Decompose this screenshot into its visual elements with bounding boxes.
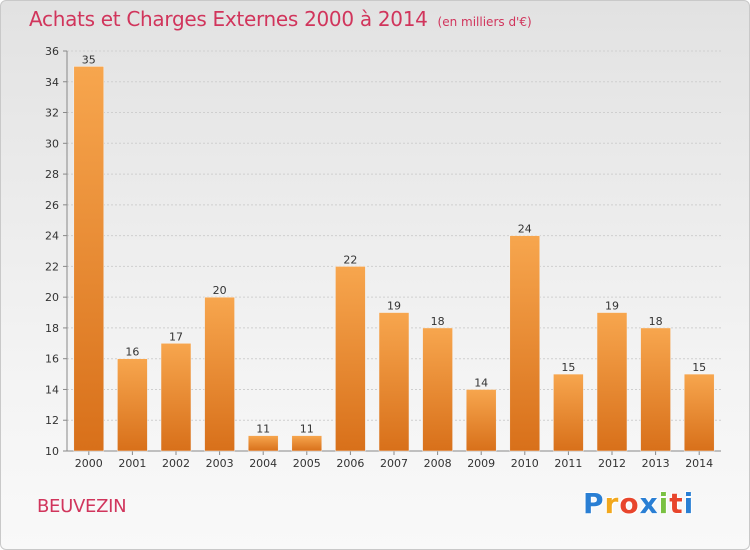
data-label: 22: [343, 253, 357, 266]
data-labels: 35 16 17 20 11 11 22 19 18 14 24 15 19 18 15: [82, 53, 706, 435]
bar: [465, 389, 497, 452]
bar: [117, 358, 148, 452]
bar: [509, 235, 541, 452]
data-label: 15: [692, 361, 706, 374]
x-tick-label: 2012: [598, 457, 626, 470]
y-tick-label: 32: [45, 107, 59, 120]
chart-title: Achats et Charges Externes 2000 à 2014 (e…: [29, 7, 532, 31]
data-label: 18: [649, 315, 663, 328]
title-text: Achats et Charges Externes 2000 à 2014: [29, 7, 428, 31]
data-label: 19: [387, 300, 401, 313]
bar: [73, 66, 105, 452]
data-label: 16: [125, 346, 139, 359]
data-label: 14: [474, 376, 488, 389]
data-label: 18: [431, 315, 445, 328]
y-tick-label: 14: [45, 383, 59, 396]
bar: [640, 327, 671, 452]
y-tick-label: 30: [45, 137, 59, 150]
y-tick-label: 16: [45, 353, 59, 366]
data-label: 15: [561, 361, 575, 374]
logo-letter: i: [683, 487, 695, 520]
data-label: 19: [605, 300, 619, 313]
data-label: 24: [518, 223, 532, 236]
bar: [204, 296, 235, 452]
y-tick-label: 10: [45, 445, 59, 458]
y-tick-label: 12: [45, 414, 59, 427]
data-label: 11: [300, 423, 314, 436]
x-tick-label: 2009: [467, 457, 495, 470]
place-name: BEUVEZIN: [37, 496, 127, 517]
x-tick-label: 2013: [642, 457, 670, 470]
bar: [422, 327, 453, 452]
x-tick-label: 2001: [118, 457, 146, 470]
logo-letter: t: [669, 487, 684, 520]
data-label: 35: [82, 53, 96, 66]
x-tick-label: 2003: [206, 457, 234, 470]
y-tick-label: 36: [45, 45, 59, 58]
y-tick-label: 18: [45, 322, 59, 335]
y-tick-label: 24: [45, 230, 59, 243]
data-label: 20: [213, 284, 227, 297]
x-tick-label: 2002: [162, 457, 190, 470]
logo-letter: P: [583, 487, 605, 520]
y-tick-label: 20: [45, 291, 59, 304]
x-tick-label: 2000: [75, 457, 103, 470]
data-label: 17: [169, 330, 183, 343]
x-tick-label: 2007: [380, 457, 408, 470]
logo-letter: x: [639, 487, 659, 520]
logo-letter: r: [604, 487, 620, 520]
x-tick-label: 2004: [249, 457, 277, 470]
title-unit: (en milliers d'€): [437, 15, 532, 29]
bar: [683, 373, 715, 452]
x-tick-label: 2005: [293, 457, 321, 470]
x-tick-label: 2008: [424, 457, 452, 470]
y-tick-label: 22: [45, 260, 59, 273]
logo-letter: i: [658, 487, 670, 520]
bars: [73, 66, 715, 452]
tick-labels: 10 12 14 16 18 20 22 24 26 28 30 32 34 36 2000 2001 2002…: [45, 45, 713, 470]
proxiti-logo: Proxiti: [583, 487, 694, 520]
bar: [291, 435, 323, 452]
data-label: 11: [256, 423, 270, 436]
y-tick-label: 26: [45, 199, 59, 212]
logo-letter: o: [619, 487, 640, 520]
bar: [596, 312, 628, 452]
y-tick-label: 28: [45, 168, 59, 181]
x-tick-label: 2014: [685, 457, 713, 470]
bar: [553, 373, 584, 452]
y-tick-label: 34: [45, 76, 59, 89]
bar: [160, 343, 192, 452]
x-tick-label: 2006: [336, 457, 364, 470]
bar: [378, 312, 410, 452]
bar: [247, 435, 279, 452]
x-tick-label: 2010: [511, 457, 539, 470]
bar: [335, 266, 366, 452]
x-tick-label: 2011: [554, 457, 582, 470]
